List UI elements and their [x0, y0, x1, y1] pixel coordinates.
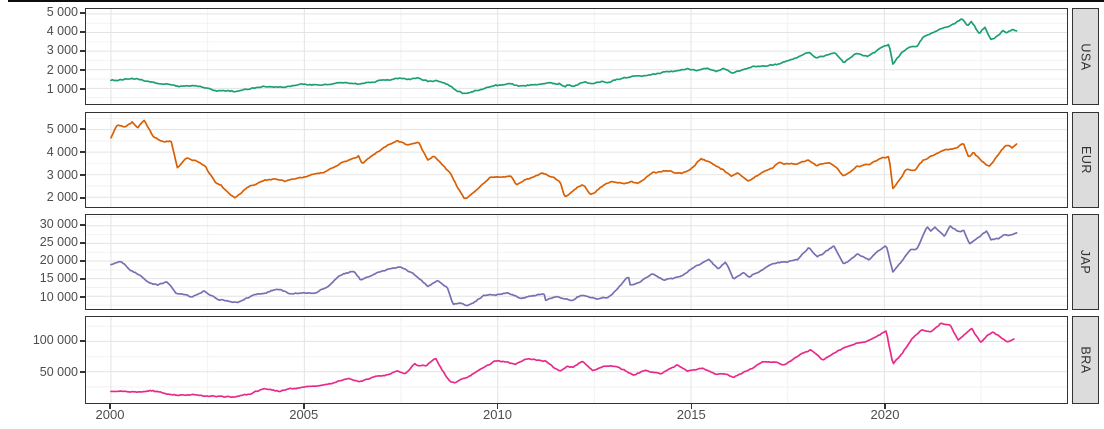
- y-axis-tick-label: 2 000: [46, 62, 78, 77]
- y-axis-tick-label: 1 000: [46, 81, 78, 96]
- figure-top-border: [8, 0, 1104, 2]
- facet-strip-usa: USA: [1072, 8, 1099, 105]
- x-axis-tick-mark: [109, 404, 111, 409]
- y-axis-tick-label: 4 000: [46, 144, 78, 159]
- facet-strip-label: EUR: [1078, 146, 1093, 174]
- y-axis-tick-mark: [80, 88, 85, 90]
- y-axis-tick-mark: [80, 174, 85, 176]
- x-axis-tick-label: 2015: [676, 407, 706, 422]
- x-axis-tick-label: 2005: [289, 407, 319, 422]
- y-axis-tick-label: 5 000: [46, 5, 78, 20]
- series-line-usa: [110, 18, 1018, 95]
- y-axis-tick-label: 15 000: [39, 271, 78, 286]
- y-axis-tick-label: 10 000: [39, 289, 78, 304]
- y-axis-tick-mark: [80, 260, 85, 262]
- facet-strip-bra: BRA: [1072, 316, 1099, 404]
- series-line-bra: [110, 322, 1015, 398]
- y-axis-tick-mark: [80, 128, 85, 130]
- y-axis-tick-mark: [80, 296, 85, 298]
- y-axis-tick-mark: [80, 12, 85, 14]
- facet-panel-eur: [85, 112, 1068, 208]
- y-axis-tick-mark: [80, 50, 85, 52]
- facet-strip-jap: JAP: [1072, 214, 1099, 310]
- y-axis-tick-label: 5 000: [46, 121, 78, 136]
- facet-panel-usa: [85, 8, 1068, 105]
- y-axis-tick-label: 30 000: [39, 217, 78, 232]
- y-axis-tick-mark: [80, 151, 85, 153]
- facet-strip-label: JAP: [1078, 249, 1093, 275]
- x-axis-tick-mark: [303, 404, 305, 409]
- y-axis-tick-label: 2 000: [46, 190, 78, 205]
- y-axis-tick-mark: [80, 197, 85, 199]
- y-axis-tick-mark: [80, 278, 85, 280]
- series-line-eur: [110, 119, 1018, 200]
- x-axis-tick-label: 2000: [95, 407, 125, 422]
- y-axis-tick-label: 25 000: [39, 235, 78, 250]
- x-axis-tick-label: 2020: [870, 407, 900, 422]
- x-axis-tick-mark: [884, 404, 886, 409]
- y-axis-tick-mark: [80, 31, 85, 33]
- x-axis-tick-mark: [690, 404, 692, 409]
- y-axis-tick-label: 20 000: [39, 253, 78, 268]
- y-axis-tick-label: 50 000: [39, 364, 78, 379]
- facet-strip-label: BRA: [1078, 346, 1093, 374]
- y-axis-tick-label: 4 000: [46, 24, 78, 39]
- y-axis-tick-label: 3 000: [46, 43, 78, 58]
- y-axis-tick-mark: [80, 371, 85, 373]
- x-axis-tick-mark: [496, 404, 499, 409]
- facet-panel-jap: [85, 214, 1068, 310]
- y-axis-tick-label: 3 000: [46, 167, 78, 182]
- y-axis-tick-mark: [80, 242, 85, 244]
- y-axis-tick-mark: [80, 69, 85, 71]
- facet-strip-label: USA: [1078, 42, 1093, 71]
- y-axis-tick-label: 100 000: [32, 333, 78, 348]
- y-axis-tick-mark: [80, 340, 85, 342]
- facet-strip-eur: EUR: [1072, 112, 1099, 208]
- series-line-jap: [110, 225, 1018, 307]
- x-axis-tick-label: 2010: [483, 407, 512, 422]
- facet-panel-bra: [85, 316, 1068, 404]
- y-axis-tick-mark: [80, 224, 85, 226]
